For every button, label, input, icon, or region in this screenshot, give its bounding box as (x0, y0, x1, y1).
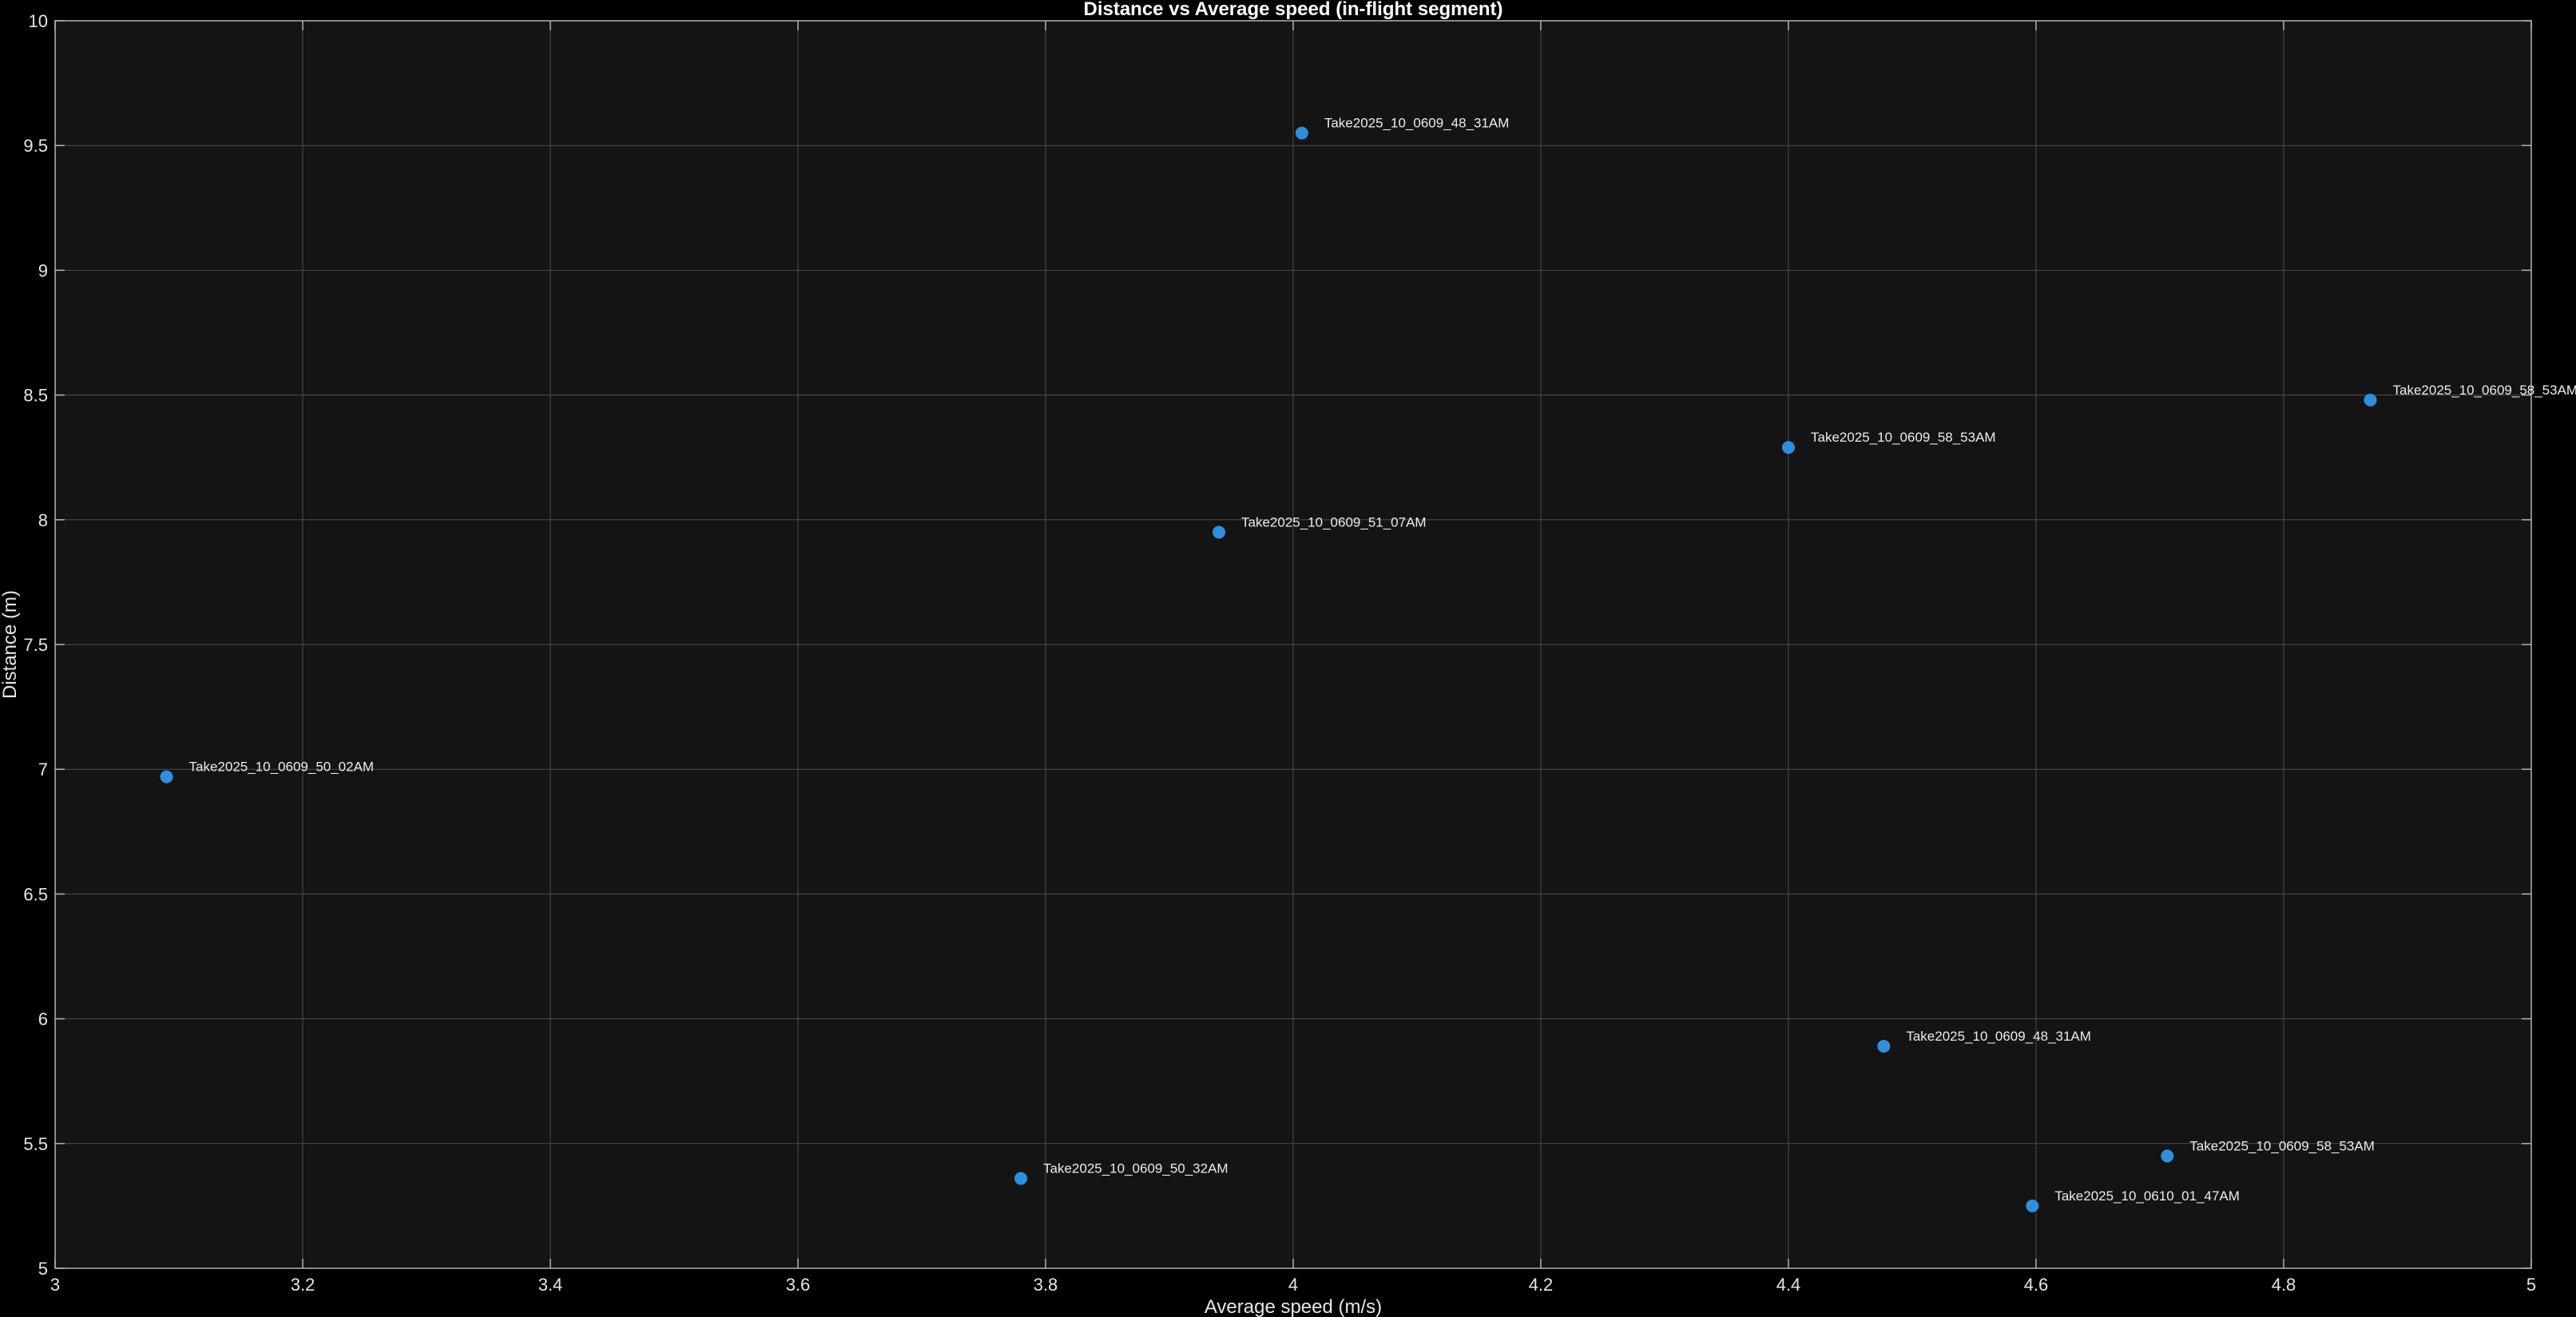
y-tick-label: 8 (38, 510, 48, 530)
x-axis-ticks: 3 3.2 3.4 3.6 3.8 4 4.2 4.4 4.6 4.8 5 (50, 21, 2536, 1295)
point-label: Take2025_10_0609_58_53AM (2393, 383, 2576, 398)
x-tick-label: 3.4 (538, 1275, 563, 1295)
y-tick-label: 5 (38, 1259, 48, 1279)
y-tick-label: 6.5 (23, 884, 48, 904)
data-point (2364, 393, 2377, 407)
x-tick-label: 4.8 (2272, 1275, 2296, 1295)
data-point (2026, 1199, 2039, 1212)
x-tick-label: 3.2 (291, 1275, 316, 1295)
y-tick-label: 7 (38, 760, 48, 779)
point-label: Take2025_10_0609_50_32AM (1043, 1161, 1228, 1176)
grid (55, 21, 2531, 1268)
point-label: Take2025_10_0609_50_02AM (189, 760, 375, 775)
y-tick-label: 9 (38, 260, 48, 280)
point-label: Take2025_10_0609_51_07AM (1241, 514, 1427, 530)
x-tick-label: 4.4 (1776, 1275, 1801, 1295)
chart-title: Distance vs Average speed (in-flight seg… (1083, 0, 1502, 20)
y-tick-label: 8.5 (23, 386, 48, 406)
data-point (160, 770, 173, 783)
y-tick-label: 7.5 (23, 635, 48, 655)
data-points: Take2025_10_0609_48_31AM Take2025_10_0609… (160, 116, 2576, 1212)
x-tick-label: 3 (50, 1275, 60, 1295)
y-tick-label: 10 (29, 11, 48, 31)
x-tick-label: 4 (1288, 1275, 1298, 1295)
x-tick-label: 5 (2526, 1275, 2536, 1295)
point-label: Take2025_10_0609_48_31AM (1906, 1029, 2091, 1044)
data-point (1295, 126, 1308, 140)
x-tick-label: 3.6 (786, 1275, 811, 1295)
x-axis-label: Average speed (m/s) (1205, 1296, 1382, 1317)
point-label: Take2025_10_0609_58_53AM (2189, 1138, 2375, 1153)
y-axis-ticks: 5 5.5 6 6.5 7 7.5 8 8.5 9 9.5 10 (23, 11, 2531, 1279)
y-tick-label: 9.5 (23, 136, 48, 156)
data-point (2161, 1149, 2174, 1163)
x-tick-label: 4.2 (1529, 1275, 1554, 1295)
x-tick-label: 3.8 (1034, 1275, 1058, 1295)
data-point (1014, 1172, 1027, 1185)
y-tick-label: 6 (38, 1010, 48, 1029)
x-tick-label: 4.6 (2024, 1275, 2049, 1295)
y-axis-label: Distance (m) (0, 590, 21, 699)
y-tick-label: 5.5 (23, 1134, 48, 1154)
data-point (1782, 441, 1795, 454)
point-label: Take2025_10_0609_48_31AM (1324, 116, 1510, 131)
point-label: Take2025_10_0610_01_47AM (2054, 1188, 2240, 1204)
point-label: Take2025_10_0609_58_53AM (1811, 430, 1996, 445)
data-point (1877, 1039, 1891, 1053)
data-point (1213, 526, 1225, 539)
